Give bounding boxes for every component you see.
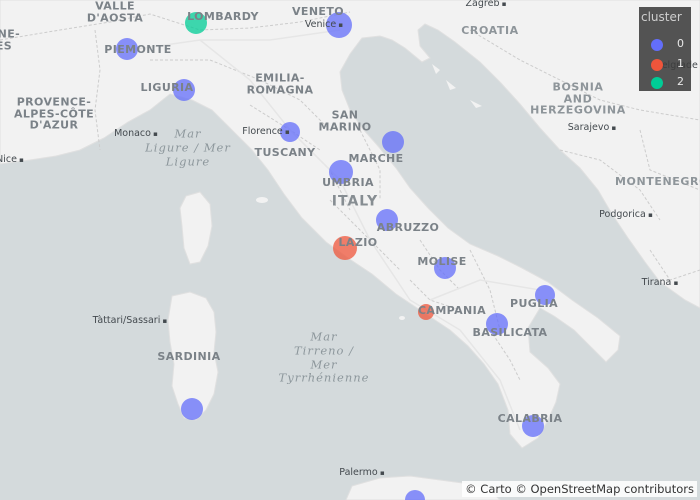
label-italy: ITALY [331,193,379,210]
land-croatia-islands [432,64,482,108]
label-bosnia: BOSNIA AND HERZEGOVINA [530,80,626,117]
label-croatia: CROATIA [461,24,519,38]
point-lombardy-cluster-2[interactable] [185,12,207,34]
label-basilicata: BASILICATA [472,326,548,340]
label-sardinia: SARDINIA [157,350,221,364]
city-palermo: Palermo [339,468,384,478]
label-umbria: UMBRIA [322,176,374,190]
point-umbria-cluster-0[interactable] [329,160,353,184]
label-ones: ONE- ES [0,27,21,52]
label-veneto: VENETO [291,5,345,19]
label-tuscany: TUSCANY [254,146,316,160]
legend-item-0[interactable]: 0 [639,35,691,55]
point-campania-cluster-1[interactable] [418,304,434,320]
label-piemonte: PIEMONTE [104,43,172,57]
label-san-marino: SAN MARINO [318,108,372,133]
label-calabria: CALABRIA [497,412,563,426]
label-provence: PROVENCE- ALPES-CÔTE D'AZUR [13,95,95,132]
legend-item-1[interactable]: 1 [639,55,691,75]
land-mainland [0,0,700,449]
legend-swatch-1 [651,59,663,71]
city-venice: Venice [305,20,343,30]
city-florence: Florence [242,127,290,137]
label-lazio: LAZIO [338,236,378,250]
land-corsica [179,191,213,265]
city-monaco: Monaco [114,129,158,139]
label-abruzzo: ABRUZZO [376,221,440,235]
point-abruzzo-cluster-0[interactable] [376,209,398,231]
city-tirana: Tirana [642,278,679,288]
map-attribution[interactable]: © Carto © OpenStreetMap contributors [462,481,697,497]
land-sardinia [167,291,219,421]
label-montenegro: MONTENEGRO [614,175,700,189]
city-tattari: Tàttari/Sassari [93,316,168,326]
point-piemonte-cluster-0[interactable] [116,38,138,60]
city-zagreb: Zagreb [466,0,507,9]
legend-label-1: 1 [677,57,684,70]
point-basilicata-cluster-0[interactable] [486,313,508,335]
point-calabria-cluster-0[interactable] [522,415,544,437]
point-liguria-cluster-0[interactable] [173,79,195,101]
legend-item-2[interactable]: 2 [639,73,691,91]
label-lombardy: LOMBARDY [187,10,259,24]
legend-label-2: 2 [677,75,684,88]
city-sarajevo: Sarajevo [568,123,616,133]
point-puglia-cluster-0[interactable] [535,285,555,305]
legend-label-0: 0 [677,37,684,50]
land-elba [256,197,268,203]
label-liguria: LIGURIA [140,81,194,95]
point-marche-cluster-0[interactable] [382,131,404,153]
legend-title: cluster [641,10,682,24]
point-lazio-cluster-1[interactable] [333,236,357,260]
city-nice: Nice [0,155,24,165]
legend: cluster 0 1 2 [639,7,691,91]
city-podgorica: Podgorica [599,210,653,220]
label-marche: MARCHE [348,152,404,166]
point-molise-cluster-0[interactable] [434,257,456,279]
label-mar-tirreno: Mar Tirreno / Mer Tyrrhénienne [278,329,370,385]
legend-swatch-0 [651,39,663,51]
label-campania: CAMPANIA [417,304,487,318]
label-emilia-romagna: EMILIA- ROMAGNA [246,71,314,96]
land-ischia [399,316,405,320]
label-puglia: PUGLIA [509,297,559,311]
point-sicily-cluster-0[interactable] [405,490,425,500]
point-sardinia-cluster-0[interactable] [181,398,203,420]
label-mar-ligure: Mar Ligure / Mer Ligure [145,126,231,168]
label-valle-daosta: VALLE D'AOSTA [86,0,144,24]
legend-swatch-2 [651,77,663,89]
label-molise: MOLISE [417,255,467,269]
